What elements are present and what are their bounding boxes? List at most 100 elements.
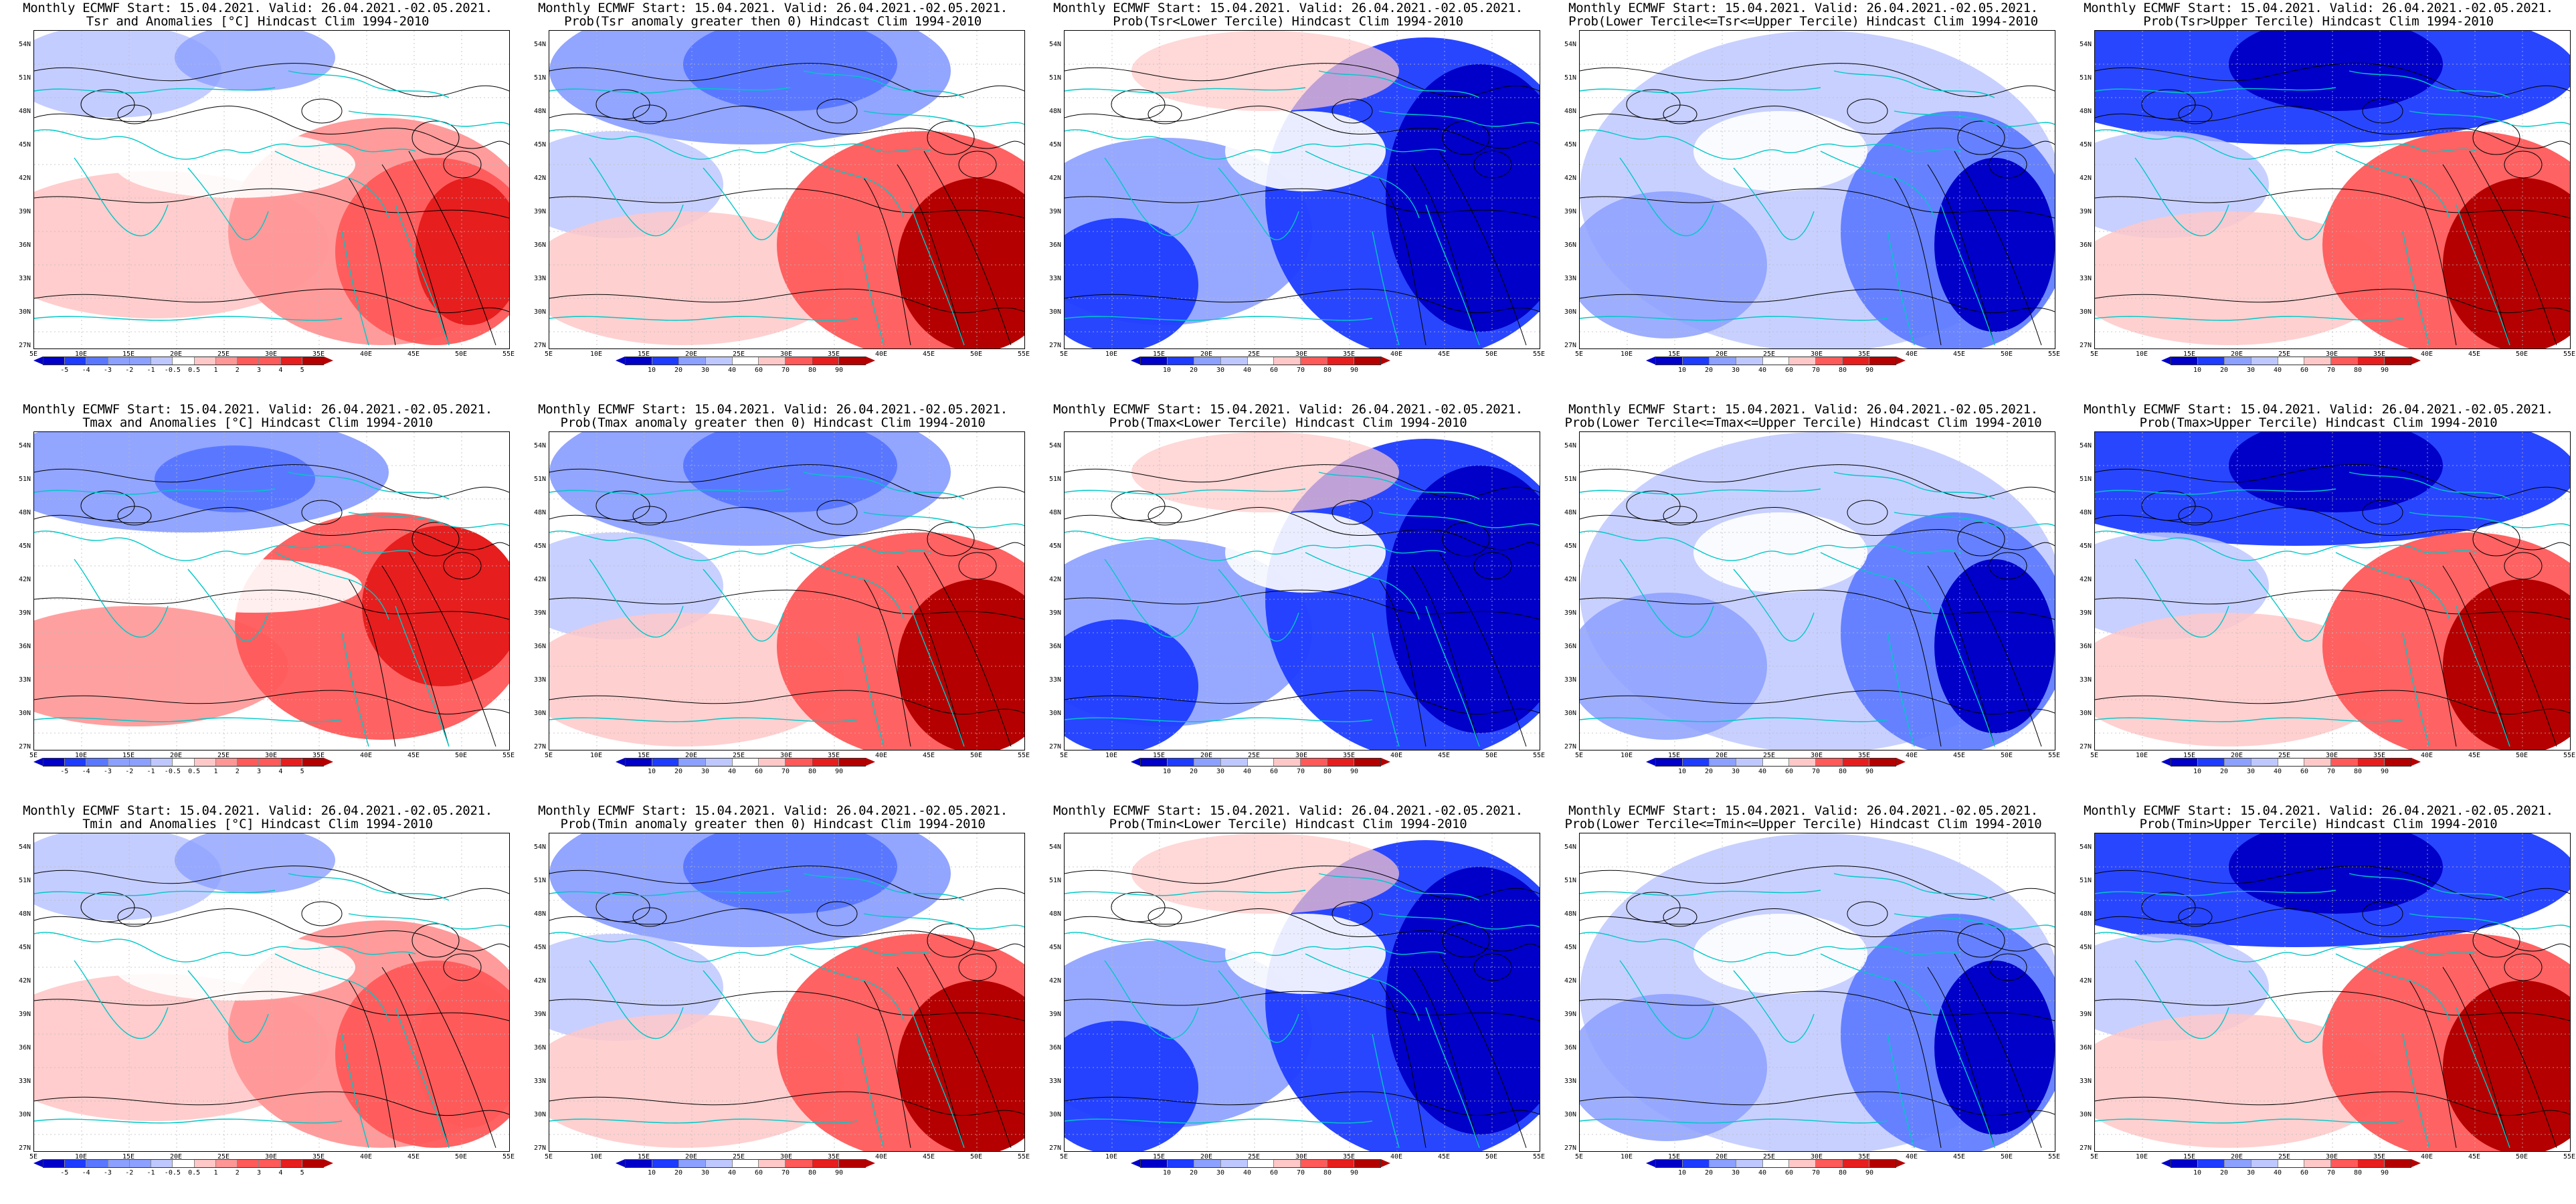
map-area — [549, 30, 1025, 349]
longitude-label: 25E — [217, 1153, 230, 1161]
high-probability-core — [2443, 178, 2570, 348]
longitude-label: 35E — [827, 1153, 840, 1161]
latitude-label: 51N — [1564, 74, 1576, 82]
longitude-label: 10E — [589, 752, 603, 759]
colorbar-tick: 80 — [808, 1169, 817, 1177]
latitude-label: 42N — [18, 977, 31, 985]
longitude-label: 20E — [1200, 350, 1213, 358]
colorbar-tick: 80 — [808, 768, 817, 775]
panel-subtitle: Prob(Tsr>Upper Tercile) Hindcast Clim 19… — [2143, 14, 2494, 29]
longitude-label: 50E — [2000, 1153, 2013, 1161]
latitude-label: 42N — [533, 175, 546, 182]
colorbar-bin — [108, 759, 130, 766]
colorbar-bin — [129, 1160, 152, 1167]
longitude-label: 5E — [1574, 350, 1584, 358]
colorbar-bin — [173, 357, 195, 365]
longitude-label: 20E — [1715, 752, 1728, 759]
low-probability-area — [549, 532, 723, 639]
latitude-label: 48N — [18, 910, 31, 918]
low-probability-area — [1065, 1021, 1198, 1151]
panel-title: Monthly ECMWF Start: 15.04.2021. Valid: … — [1568, 402, 2038, 417]
colorbar-bin — [2224, 357, 2251, 365]
longitude-label: 55E — [502, 752, 515, 759]
colorbar-tick: 70 — [1811, 768, 1821, 775]
colorbar-tick: 10 — [2193, 367, 2202, 374]
latitude-label: 48N — [1564, 108, 1576, 115]
colorbar-bin — [173, 759, 195, 766]
colorbar-bin — [1167, 1160, 1194, 1167]
colorbar-tick-labels: -5 -4 -3 -2 -1 -0.5 0.5 1 2 3 4 5 — [43, 367, 324, 376]
longitude-label: 5E — [29, 752, 38, 759]
colorbar-tick-labels: 10 20 30 40 60 70 80 90 — [2171, 367, 2411, 376]
colorbar-tick: 80 — [1838, 1169, 1847, 1177]
latitude-label: 27N — [18, 342, 31, 349]
colorbar-tick: 20 — [1189, 1169, 1198, 1177]
longitude-label: 55E — [2563, 752, 2576, 759]
colorbar-bin — [1274, 1160, 1301, 1167]
panel-title: Monthly ECMWF Start: 15.04.2021. Valid: … — [538, 803, 1008, 818]
colorbar-tick: 3 — [257, 768, 262, 775]
colorbar-low-arrow — [1646, 357, 1655, 365]
graticule — [34, 833, 509, 1151]
colorbar-tick: 90 — [1350, 367, 1359, 374]
longitude-label: 35E — [1342, 752, 1356, 759]
longitude-label: 5E — [1059, 350, 1069, 358]
colorbar-tick-labels: 10 20 30 40 60 70 80 90 — [1655, 367, 1896, 376]
longitude-label: 15E — [2183, 752, 2196, 759]
latitude-label: 42N — [2079, 576, 2092, 583]
longitude-label: 55E — [502, 1153, 515, 1161]
colorbar-bin — [65, 357, 87, 365]
panel-subtitle: Tmin and Anomalies [°C] Hindcast Clim 19… — [82, 817, 433, 831]
colorbar-low-arrow — [2161, 1159, 2171, 1167]
colorbar-bin — [2278, 759, 2305, 766]
colorbar-high-arrow — [324, 758, 333, 766]
colorbar-bin — [839, 759, 866, 766]
low-probability-core — [683, 432, 897, 512]
latitude-label: 27N — [2079, 1144, 2092, 1152]
colorbar-tick: -0.5 — [164, 1169, 181, 1177]
graticule — [1065, 31, 1540, 348]
panel-title: Monthly ECMWF Start: 15.04.2021. Valid: … — [2084, 803, 2553, 818]
forecast-panel-tmax-3: Monthly ECMWF Start: 15.04.2021. Valid: … — [1030, 401, 1546, 803]
forecast-panel-tmin-3: Monthly ECMWF Start: 15.04.2021. Valid: … — [1030, 803, 1546, 1204]
graticule — [1580, 432, 2055, 750]
latitude-label: 36N — [2079, 643, 2092, 650]
colorbar-tick: 20 — [1189, 768, 1198, 775]
latitude-label: 30N — [18, 308, 31, 316]
climatology-contours — [2095, 866, 2570, 1148]
colorbar-high-arrow — [866, 758, 875, 766]
colorbar-bin — [626, 1160, 652, 1167]
latitude-label: 39N — [1048, 1011, 1061, 1018]
longitude-label: 5E — [2090, 350, 2099, 358]
colorbar-low-arrow — [1646, 758, 1655, 766]
coastlines — [34, 472, 509, 747]
climatology-contours — [1065, 464, 1540, 747]
longitude-label: 30E — [779, 1153, 793, 1161]
colorbar-bin — [43, 759, 66, 766]
colorbar-tick: 30 — [2246, 367, 2256, 374]
shaded-field — [2095, 833, 2570, 1151]
latitude-label: 39N — [1564, 609, 1576, 617]
colorbar-tick: -1 — [147, 367, 155, 374]
longitude-label: 50E — [2000, 350, 2013, 358]
colorbar — [616, 357, 875, 365]
colorbar — [1646, 1159, 1906, 1168]
colorbar-bin — [194, 1160, 216, 1167]
colorbar-high-arrow — [866, 357, 875, 365]
latitude-label: 33N — [2079, 275, 2092, 282]
colorbar-high-arrow — [1381, 357, 1390, 365]
latitude-label: 54N — [1048, 442, 1061, 449]
latitude-label: 27N — [1048, 1144, 1061, 1152]
panel-title: Monthly ECMWF Start: 15.04.2021. Valid: … — [2084, 1, 2553, 15]
longitude-label: 35E — [1342, 1153, 1356, 1161]
colorbar — [616, 758, 875, 767]
colorbar-tick: 90 — [2380, 1169, 2389, 1177]
latitude-label: 33N — [533, 275, 546, 282]
colorbar-bin — [259, 759, 281, 766]
longitude-label: 25E — [1247, 1153, 1261, 1161]
colorbar-tick: 40 — [1243, 367, 1252, 374]
colorbar-bin — [1141, 759, 1168, 766]
colorbar-tick: 0.5 — [188, 1169, 201, 1177]
shaded-field — [1580, 833, 2055, 1151]
colorbar-tick: 1 — [213, 367, 218, 374]
